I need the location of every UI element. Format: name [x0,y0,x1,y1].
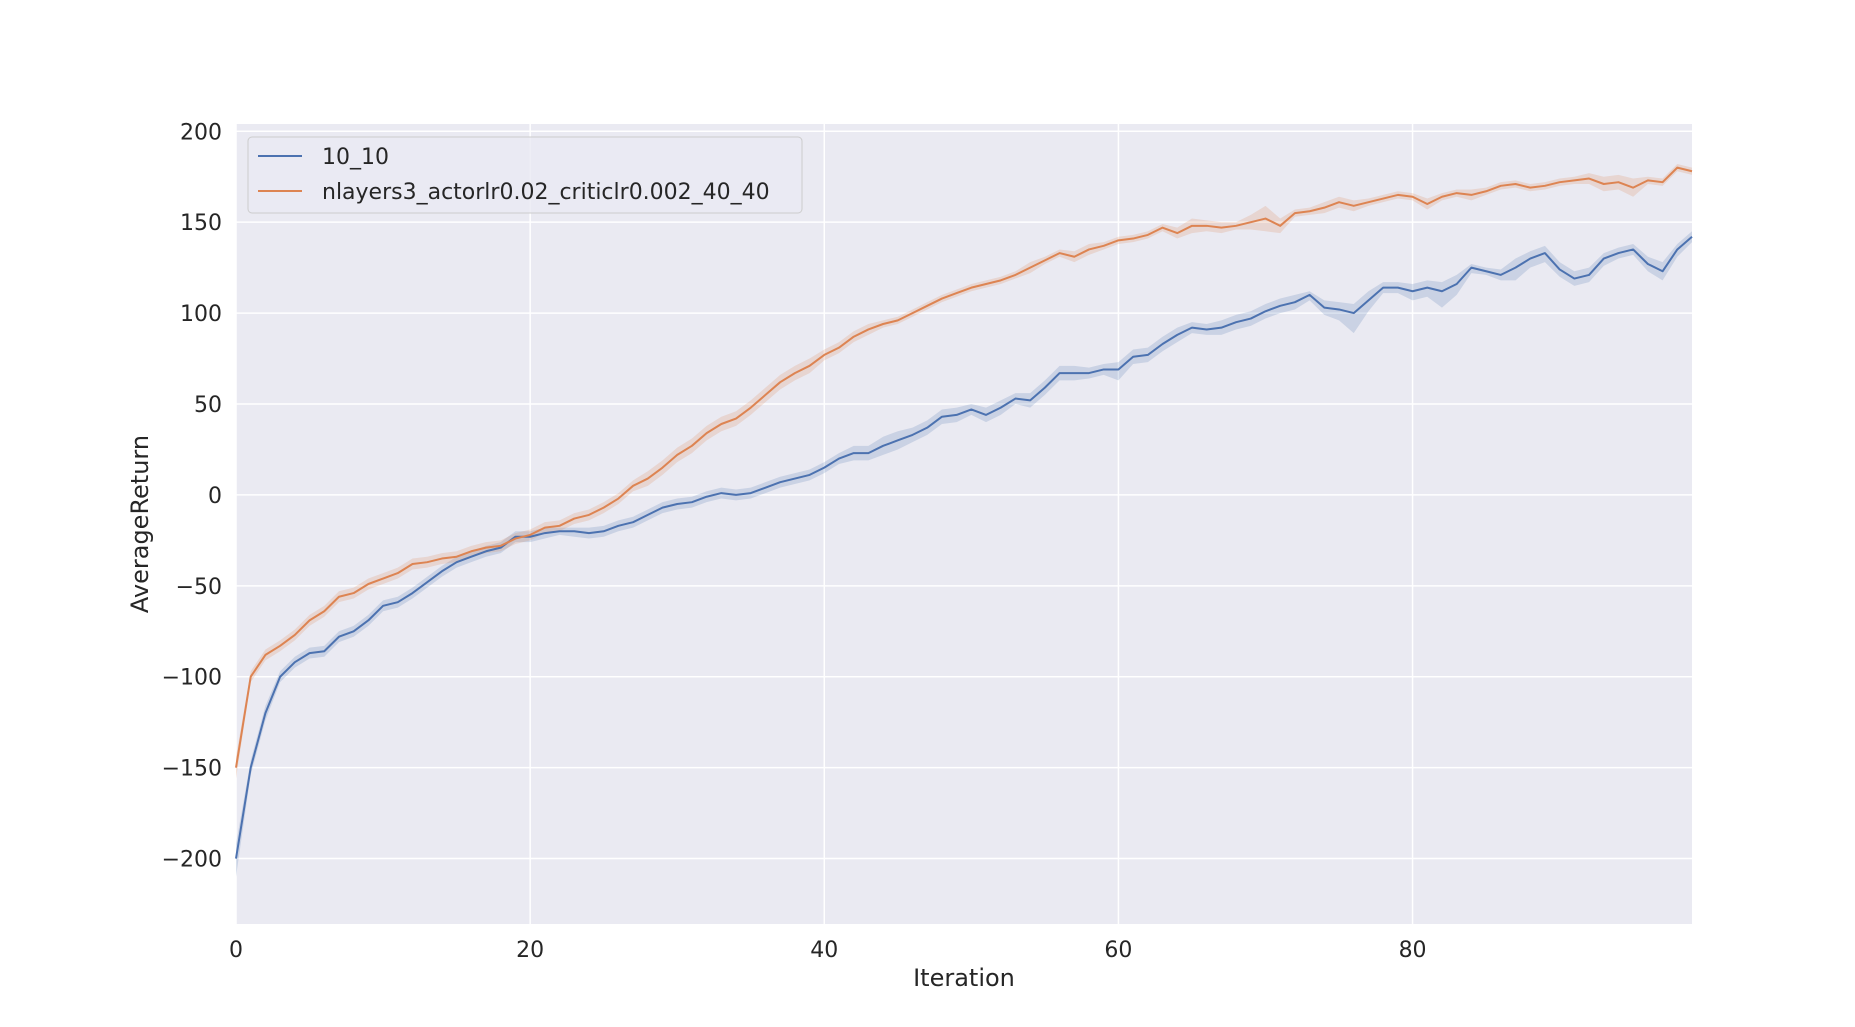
confidence-bands [236,164,1692,877]
x-tick-label: 40 [810,938,838,963]
legend-label-10-10: 10_10 [322,145,389,170]
legend-label-nlayers3: nlayers3_actorlr0.02_criticlr0.002_40_40 [322,180,770,205]
y-axis-ticks: −200 −150 −100 −50 0 50 100 150 200 [162,120,222,872]
x-axis-ticks: 0 20 40 60 80 [229,938,1427,963]
grid-lines [235,124,1692,924]
x-tick-label: 0 [229,938,243,963]
y-tick-label: 0 [208,484,222,509]
y-tick-label: 100 [180,302,222,327]
y-tick-label: −200 [162,848,222,873]
series-line-1 [235,166,1693,768]
y-tick-label: −100 [162,666,222,691]
y-tick-label: 50 [194,393,222,418]
y-tick-label: 150 [180,211,222,236]
x-tick-label: 20 [516,938,544,963]
series-band-1 [236,164,1692,779]
plot-background [236,124,1692,924]
x-axis-label: Iteration [913,964,1015,992]
y-tick-label: −50 [176,575,222,600]
legend-box [247,136,803,214]
x-tick-label: 80 [1399,938,1427,963]
y-tick-label: −150 [162,757,222,782]
x-tick-label: 60 [1104,938,1132,963]
series-lines [235,166,1693,859]
y-axis-label: AverageReturn [126,435,154,613]
y-tick-label: 200 [180,120,222,145]
legend: 10_10 nlayers3_actorlr0.02_criticlr0.002… [247,136,803,214]
series-line-0 [235,235,1693,859]
